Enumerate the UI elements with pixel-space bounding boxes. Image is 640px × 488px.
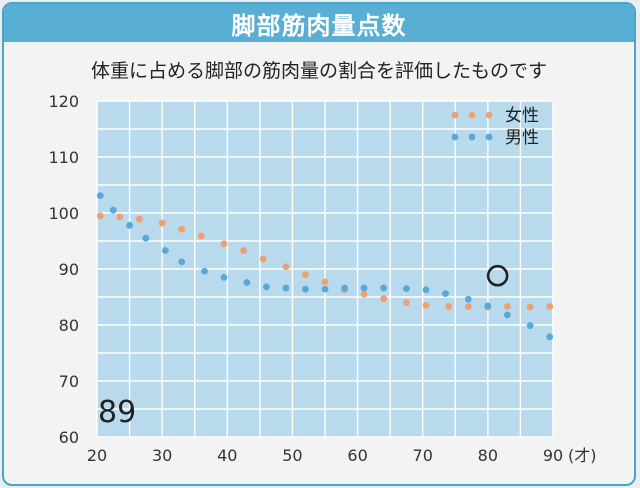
female-point [504,303,511,310]
male-point [403,285,410,292]
male-point [302,285,309,293]
score-marker [486,264,509,287]
legend-marker [468,133,476,141]
female-point [220,240,228,248]
x-tick-label: 60 [347,446,367,465]
x-tick-label: 50 [282,446,302,465]
x-tick-label: 30 [152,446,172,465]
legend-label: 女性 [505,106,539,126]
male-point [442,290,449,298]
chart-title: 脚部筋肉量点数 [231,11,407,40]
x-tick-label: 90 [543,446,563,465]
female-point [546,303,554,310]
male-point [262,283,270,291]
y-tick-label: 60 [59,428,79,447]
chart-subtitle: 体重に占める脚部の筋肉量の割合を評価したものです [90,60,547,82]
male-point [464,295,472,303]
female-point [259,255,267,263]
male-point [422,286,430,294]
female-point [403,299,410,306]
x-tick-label: 70 [413,446,433,465]
male-point [109,206,117,214]
female-point [380,295,388,303]
female-point [422,302,430,309]
y-tick-label: 120 [48,92,79,111]
male-point [162,247,169,254]
y-tick-label: 90 [59,260,79,279]
title-bar: 脚部筋肉量点数 [4,4,634,42]
female-point [282,263,290,271]
legend-marker [485,111,493,119]
y-tick-label: 70 [59,372,79,391]
male-point [282,284,290,292]
male-point [321,285,329,293]
y-tick-label: 100 [48,204,79,223]
male-point [360,284,368,292]
female-point [178,225,186,233]
female-point [360,290,368,298]
female-point [445,303,453,310]
male-point [504,311,511,319]
male-point [546,333,554,341]
y-tick-label: 110 [48,148,79,167]
y-tick-label: 80 [59,316,79,335]
female-point [302,271,309,278]
male-point [96,192,104,200]
female-point [135,215,143,223]
legend-label: 男性 [505,128,539,148]
male-point [484,302,492,310]
x-tick-label: 20 [87,446,107,465]
female-point [240,247,247,254]
male-point [201,267,208,275]
male-point [126,221,133,229]
male-point [142,234,150,242]
legend-marker [485,133,493,141]
male-point [341,284,348,292]
score-value: 89 [98,395,136,430]
male-point [526,322,534,329]
x-axis-unit: (才) [568,446,597,465]
female-point [158,219,166,227]
female-point [321,278,329,286]
legend-marker [468,111,476,119]
male-point [178,258,186,266]
legend-marker [451,111,459,119]
male-point [380,284,388,292]
x-tick-label: 40 [217,446,237,465]
female-point [96,212,104,220]
female-point [464,303,472,310]
female-point [526,303,534,311]
male-point [243,279,251,286]
legend-marker [451,133,459,141]
x-tick-label: 80 [478,446,498,465]
female-point [116,213,124,221]
female-point [197,232,205,240]
male-point [220,274,228,281]
